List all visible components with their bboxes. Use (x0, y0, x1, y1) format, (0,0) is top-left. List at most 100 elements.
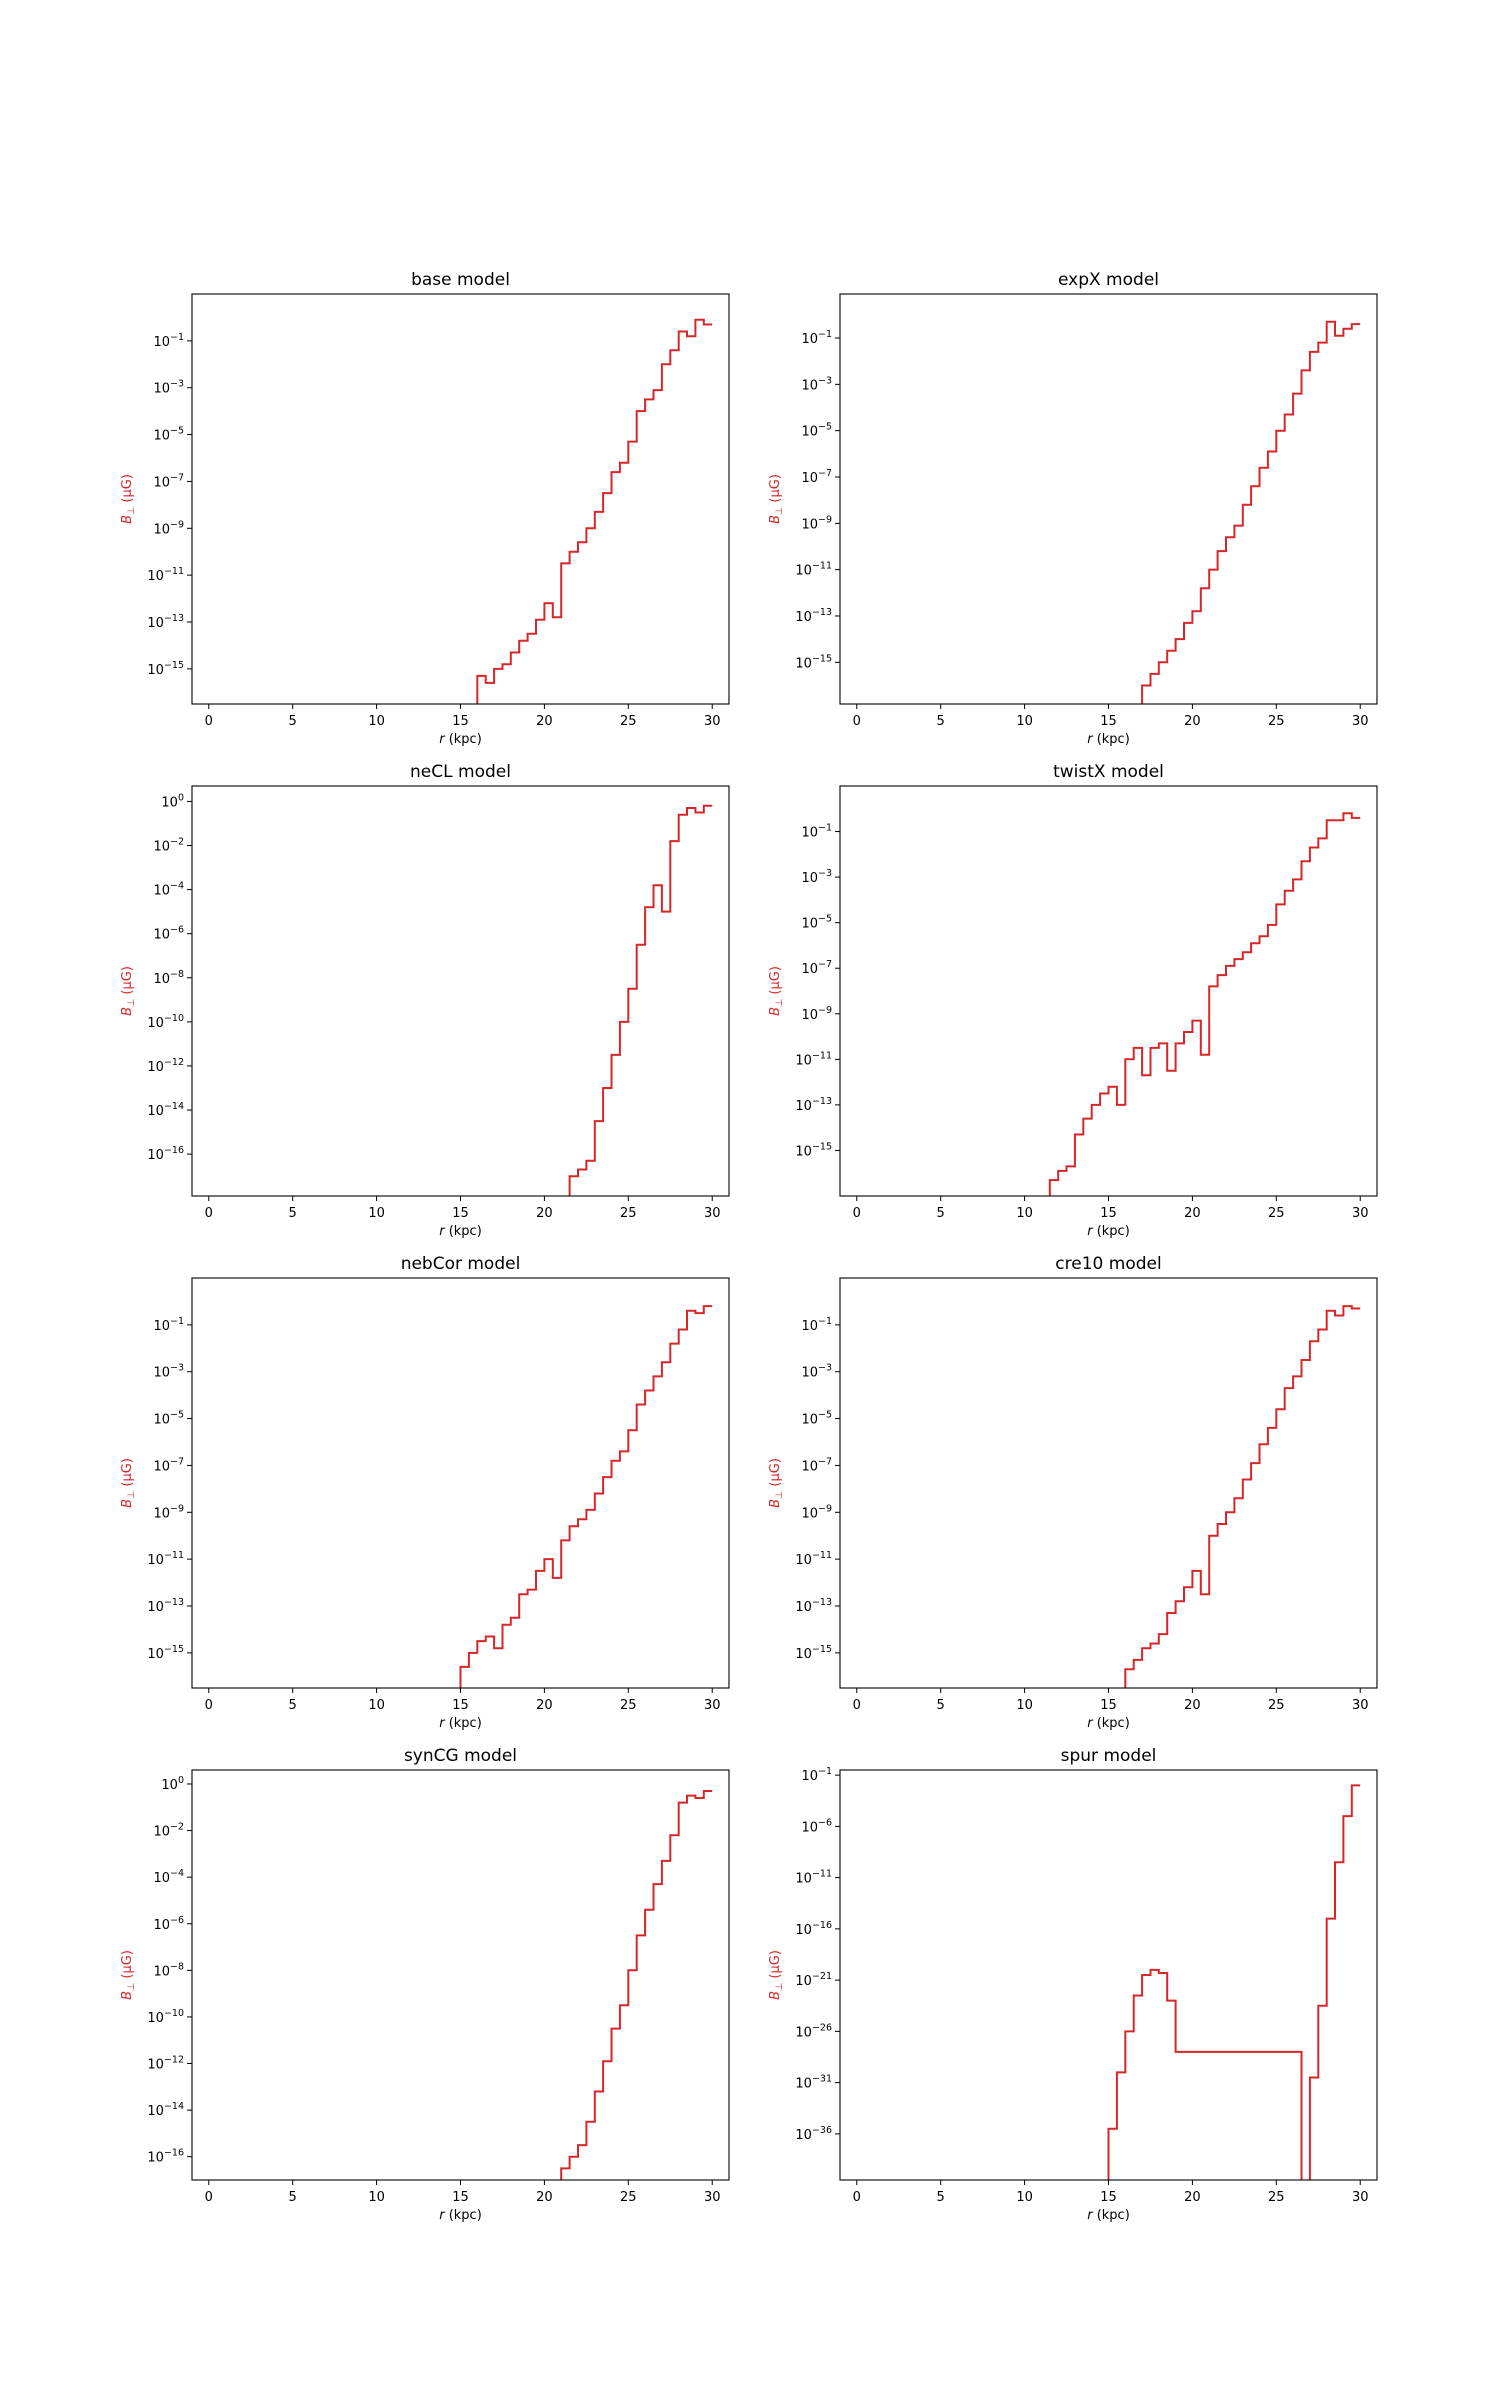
y-tick-label: 10−1 (153, 1316, 184, 1334)
y-tick-label: 10−8 (153, 1961, 184, 1979)
y-tick-label: 10−4 (153, 1868, 184, 1886)
chart-panel-1: base model 0 5 10 15 20 25 30 10−15 10−13 10−11 10−… (120, 270, 730, 747)
y-tick-label: 10−10 (147, 2008, 184, 2026)
x-tick-label: 5 (937, 714, 945, 729)
y-tick-label: 10−9 (153, 1503, 184, 1521)
chart-title: twistX model (1053, 762, 1164, 782)
y-tick-label: 10−13 (147, 613, 184, 631)
plot-frame (839, 293, 1378, 705)
y-tick-label: 10−1 (801, 1316, 832, 1334)
y-tick-label: 10−11 (795, 1050, 832, 1068)
x-tick-label: 25 (620, 1698, 637, 1713)
x-tick-label: 5 (289, 1698, 297, 1713)
y-tick-label: 10−9 (801, 514, 832, 532)
series-line (1124, 1305, 1361, 1688)
x-tick-label: 0 (205, 2190, 213, 2205)
chart-panel-4: twistX model 0 5 10 15 20 25 30 10−15 10−13 10−11 1… (768, 762, 1378, 1239)
x-tick-label: 20 (1184, 1698, 1201, 1713)
y-tick-label: 10−12 (147, 2055, 184, 2073)
y-tick-label: 10−26 (795, 2022, 832, 2040)
x-tick-label: 25 (1268, 1206, 1285, 1221)
y-axis-label: B⊥ (μG) (120, 966, 137, 1016)
y-tick-label: 100 (161, 1775, 184, 1793)
y-tick-label: 10−11 (147, 1550, 184, 1568)
x-axis-label: r (kpc) (1087, 1224, 1130, 1239)
plot-frame (191, 1769, 730, 2181)
x-axis-label: r (kpc) (1087, 2208, 1130, 2223)
y-tick-label: 10−16 (795, 1920, 832, 1938)
y-axis-label: B⊥ (μG) (120, 474, 137, 524)
plot-frame (839, 785, 1378, 1197)
x-tick-label: 30 (1352, 714, 1369, 729)
y-axis-label: B⊥ (μG) (768, 474, 785, 524)
x-tick-label: 10 (368, 1206, 385, 1221)
y-tick-label: 10−7 (801, 468, 832, 486)
y-tick-label: 10−9 (801, 1503, 832, 1521)
x-axis-label: r (kpc) (1087, 1716, 1130, 1731)
x-tick-label: 15 (1100, 714, 1117, 729)
y-axis-label: B⊥ (μG) (120, 1458, 137, 1508)
x-tick-label: 5 (289, 1206, 297, 1221)
x-tick-label: 25 (620, 2190, 637, 2205)
plot-frame (191, 293, 730, 705)
y-tick-label: 10−1 (801, 823, 832, 841)
series-line (1048, 812, 1361, 1196)
x-tick-label: 0 (853, 714, 861, 729)
x-tick-label: 20 (536, 714, 553, 729)
series-line (459, 1305, 713, 1688)
y-tick-label: 10−16 (147, 2148, 184, 2166)
chart-title: expX model (1058, 270, 1159, 290)
y-tick-label: 10−7 (153, 1456, 184, 1474)
y-tick-label: 10−15 (795, 1644, 832, 1662)
y-tick-label: 10−6 (153, 1915, 184, 1933)
y-tick-label: 10−5 (153, 1410, 184, 1428)
chart-panel-7: synCG model 0 5 10 15 20 25 30 10−16 10−14 10−12 10… (120, 1746, 730, 2223)
y-tick-label: 10−21 (795, 1971, 832, 1989)
x-tick-label: 15 (452, 2190, 469, 2205)
series-line (476, 318, 713, 704)
x-tick-label: 0 (205, 714, 213, 729)
x-tick-label: 5 (937, 1698, 945, 1713)
y-axis-label: B⊥ (μG) (768, 1458, 785, 1508)
y-tick-label: 10−11 (795, 561, 832, 579)
y-tick-label: 10−15 (147, 660, 184, 678)
x-axis-label: r (kpc) (439, 1224, 482, 1239)
x-tick-label: 20 (1184, 2190, 1201, 2205)
y-tick-label: 10−3 (153, 1363, 184, 1381)
y-tick-label: 10−13 (147, 1597, 184, 1615)
y-tick-label: 10−13 (795, 607, 832, 625)
x-tick-label: 0 (853, 1698, 861, 1713)
x-tick-label: 30 (1352, 1206, 1369, 1221)
x-tick-label: 30 (704, 714, 721, 729)
x-tick-label: 0 (853, 1206, 861, 1221)
y-tick-label: 10−5 (153, 426, 184, 444)
x-tick-label: 25 (620, 1206, 637, 1221)
series-line (560, 1790, 713, 2180)
plot-frame (191, 785, 730, 1197)
y-tick-label: 10−3 (153, 379, 184, 397)
x-tick-label: 5 (937, 1206, 945, 1221)
series-line (568, 804, 713, 1196)
y-tick-label: 10−13 (795, 1096, 832, 1114)
y-tick-label: 10−6 (153, 925, 184, 943)
plot-frame (839, 1277, 1378, 1689)
x-tick-label: 5 (289, 714, 297, 729)
x-tick-label: 5 (289, 2190, 297, 2205)
series-line (1107, 1784, 1361, 2180)
chart-title: synCG model (404, 1746, 517, 1766)
y-tick-label: 10−36 (795, 2125, 832, 2143)
chart-panel-8: spur model 0 5 10 15 20 25 30 10−36 10−31 10−26 10−… (768, 1746, 1378, 2223)
y-tick-label: 10−2 (153, 1822, 184, 1840)
x-tick-label: 25 (1268, 714, 1285, 729)
x-tick-label: 10 (368, 1698, 385, 1713)
y-tick-label: 10−15 (795, 653, 832, 671)
chart-panel-5: nebCor model 0 5 10 15 20 25 30 10−15 10−13 10−11 1… (120, 1254, 730, 1731)
chart-panel-2: expX model 0 5 10 15 20 25 30 10−15 10−13 10−11 10−… (768, 270, 1378, 747)
series-line (1141, 320, 1361, 704)
x-tick-label: 20 (1184, 714, 1201, 729)
x-tick-label: 30 (704, 1206, 721, 1221)
x-tick-label: 10 (1016, 2190, 1033, 2205)
x-tick-label: 20 (1184, 1206, 1201, 1221)
x-tick-label: 0 (205, 1698, 213, 1713)
y-tick-label: 10−8 (153, 969, 184, 987)
